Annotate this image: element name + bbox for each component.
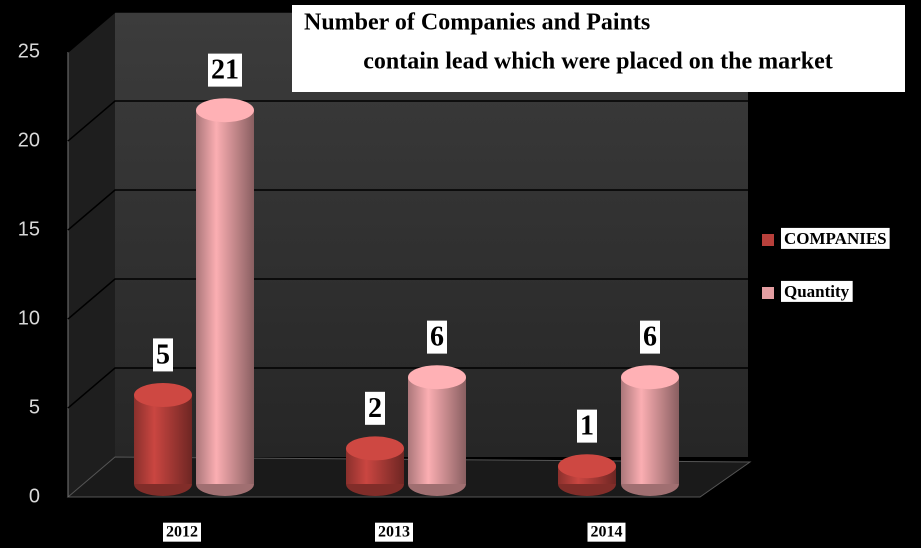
data-label: 21 (211, 55, 239, 86)
grid-line (67, 278, 748, 320)
legend-label: Quantity (784, 282, 850, 301)
data-label: 6 (430, 322, 444, 353)
x-tick-label: 2012 (166, 524, 198, 541)
y-tick-label: 5 (29, 396, 40, 418)
bar (621, 365, 679, 496)
y-tick-label: 20 (18, 129, 40, 151)
label-box (640, 320, 660, 354)
data-label: 6 (643, 322, 657, 353)
bar (346, 436, 404, 496)
grid-line (67, 100, 748, 142)
legend-label: COMPANIES (784, 229, 887, 248)
bar-top (196, 98, 254, 123)
bar (558, 454, 616, 496)
label-box (375, 522, 413, 542)
legend-marker (762, 234, 774, 246)
bar-top (558, 454, 616, 479)
label-box (153, 338, 173, 372)
y-tick-label: 0 (29, 485, 40, 507)
bar-body (408, 377, 466, 484)
label-box (163, 522, 201, 542)
label-box (781, 227, 890, 249)
data-label: 1 (580, 411, 594, 442)
bar (134, 383, 192, 496)
x-tick-label: 2014 (591, 524, 623, 541)
chart-title: Number of Companies and Paints (304, 10, 650, 36)
back-wall (115, 12, 748, 457)
chart-title: contain lead which were placed on the ma… (363, 49, 833, 75)
bar-body (621, 377, 679, 484)
label-box (587, 522, 626, 542)
y-tick-label: 25 (18, 40, 40, 62)
label-box (781, 280, 853, 302)
bar-top (134, 383, 192, 407)
y-tick-label: 15 (18, 218, 40, 240)
data-label: 2 (368, 393, 382, 424)
bar (408, 365, 466, 496)
bar-body (196, 110, 254, 484)
legend-marker (762, 287, 774, 299)
label-box (577, 409, 597, 443)
data-label: 5 (156, 339, 170, 370)
grid-line (67, 189, 748, 231)
bar-top (346, 436, 404, 461)
label-box (427, 320, 447, 354)
x-tick-label: 2013 (378, 524, 410, 541)
side-wall (68, 12, 115, 497)
label-box (365, 391, 385, 425)
bar (196, 98, 254, 496)
title-box (292, 5, 905, 92)
bar-top (621, 365, 679, 390)
label-box (208, 53, 242, 87)
y-tick-label: 10 (18, 307, 40, 329)
grid-line (67, 367, 748, 409)
bar-body (134, 395, 192, 484)
bar-top (408, 365, 466, 390)
